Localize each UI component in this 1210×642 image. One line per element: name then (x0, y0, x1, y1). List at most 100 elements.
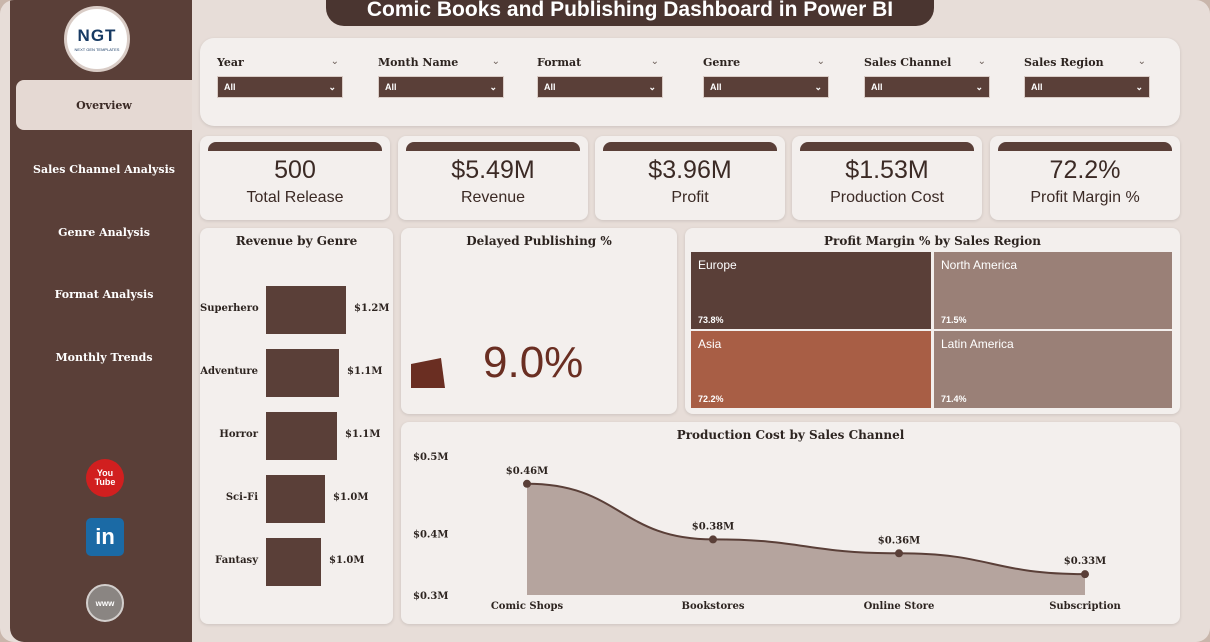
slicer-dropdown[interactable]: All ⌄ (378, 76, 504, 98)
slicer-value: All (544, 82, 556, 92)
slicer-dropdown[interactable]: All ⌄ (217, 76, 343, 98)
kpi-label: Profit (671, 189, 709, 206)
chevron-down-icon: ⌄ (975, 81, 983, 92)
page-title: Comic Books and Publishing Dashboard in … (366, 0, 894, 21)
delayed-gauge-icon (411, 358, 445, 388)
bar-row: Horror $1.1M (200, 412, 393, 460)
y-tick-label: $0.5M (413, 452, 448, 463)
treemap-tile-asia[interactable]: Asia 72.2% (691, 331, 931, 408)
chart-title: Production Cost by Sales Channel (676, 428, 905, 442)
bar[interactable] (266, 286, 346, 334)
nav-label: Format Analysis (54, 287, 154, 301)
bar-value-label: $1.1M (345, 429, 381, 440)
bar-category-label: Sci-Fi (225, 492, 258, 503)
slicer-format: Format ⌄ All ⌄ (537, 56, 663, 98)
chevron-down-icon[interactable]: ⌄ (330, 56, 339, 67)
kpi-value: $5.49M (451, 156, 535, 184)
data-point[interactable] (1081, 570, 1089, 579)
nav-label: Monthly Trends (55, 350, 153, 364)
kpi-label: Profit Margin % (1030, 189, 1140, 206)
bar[interactable] (266, 538, 321, 586)
chevron-down-icon[interactable]: ⌄ (650, 56, 659, 67)
data-point[interactable] (895, 549, 903, 558)
data-label: $0.33M (1064, 556, 1106, 567)
nav-label: Sales Channel Analysis (33, 162, 175, 176)
area-fill (527, 483, 1085, 595)
chevron-down-icon: ⌄ (1135, 81, 1143, 92)
bar-row: Sci-Fi $1.0M (200, 475, 393, 523)
nav-label: Genre Analysis (58, 225, 150, 239)
bar-category-label: Adventure (200, 366, 258, 377)
bar-value-label: $1.2M (354, 303, 390, 314)
production-cost-chart: Production Cost by Sales Channel $0.5M $0… (401, 422, 1180, 624)
profit-margin-treemap: Profit Margin % by Sales Region Europe 7… (685, 228, 1180, 414)
tile-value: 71.4% (941, 394, 967, 404)
youtube-icon[interactable]: You Tube (86, 459, 124, 497)
logo-text: NGT (77, 26, 117, 45)
kpi-revenue: $5.49M Revenue (398, 136, 588, 220)
kpi-value: 72.2% (1049, 156, 1121, 184)
y-tick-label: $0.4M (413, 530, 448, 541)
kpi-value: 500 (274, 156, 316, 184)
kpi-header-bar (998, 142, 1172, 151)
tile-name: Europe (698, 258, 737, 272)
chevron-down-icon[interactable]: ⌄ (1137, 56, 1146, 67)
tile-value: 72.2% (698, 394, 724, 404)
tile-name: Latin America (941, 337, 1014, 351)
slicer-dropdown[interactable]: All ⌄ (537, 76, 663, 98)
treemap-tile-latin-america[interactable]: Latin America 71.4% (934, 331, 1172, 408)
chevron-down-icon[interactable]: ⌄ (491, 56, 500, 67)
treemap-tile-north-america[interactable]: North America 71.5% (934, 252, 1172, 329)
data-point[interactable] (523, 479, 531, 488)
linkedin-label: in (95, 524, 115, 549)
slicer-dropdown[interactable]: All ⌄ (864, 76, 990, 98)
data-point[interactable] (709, 535, 717, 544)
chevron-down-icon: ⌄ (328, 81, 336, 92)
bar-row: Superhero $1.2M (200, 286, 393, 334)
bar-category-label: Fantasy (215, 555, 258, 566)
kpi-profit-margin: 72.2% Profit Margin % (990, 136, 1180, 220)
bar-row: Adventure $1.1M (200, 349, 393, 397)
slicer-dropdown[interactable]: All ⌄ (1024, 76, 1150, 98)
tile-name: North America (941, 258, 1018, 272)
nav-genre-analysis[interactable]: Genre Analysis (16, 207, 192, 257)
bar-value-label: $1.0M (333, 492, 369, 503)
nav-format-analysis[interactable]: Format Analysis (16, 269, 192, 319)
kpi-header-bar (603, 142, 777, 151)
main-content: Year ⌄ All ⌄ Month Name ⌄ All ⌄ Format ⌄ All ⌄… (192, 30, 1195, 642)
bar[interactable] (266, 412, 337, 460)
kpi-total-release: 500 Total Release (200, 136, 390, 220)
bar-value-label: $1.0M (329, 555, 365, 566)
tile-name: Asia (698, 337, 722, 351)
treemap-tile-europe[interactable]: Europe 73.8% (691, 252, 931, 329)
bar-category-label: Horror (219, 429, 258, 440)
chevron-down-icon[interactable]: ⌄ (977, 56, 986, 67)
bar[interactable] (266, 475, 325, 523)
chevron-down-icon: ⌄ (814, 81, 822, 92)
linkedin-icon[interactable]: in (86, 518, 124, 556)
chart-title: Delayed Publishing % (466, 234, 612, 248)
nav-overview[interactable]: Overview (16, 80, 192, 130)
slicer-dropdown[interactable]: All ⌄ (703, 76, 829, 98)
slicer-value: All (224, 82, 236, 92)
chart-title: Revenue by Genre (235, 234, 358, 248)
slicer-label: Format (537, 56, 582, 69)
area-chart-svg: $0.5M $0.4M $0.3M $0.46M Comic Shops $0.38M Bo… (413, 452, 1122, 612)
delayed-value: 9.0% (483, 338, 584, 387)
slicer-sales-region: Sales Region ⌄ All ⌄ (1024, 56, 1150, 98)
slicer-label: Year (217, 56, 244, 69)
gauge-segment (411, 358, 445, 388)
kpi-header-bar (208, 142, 382, 151)
x-tick-label: Subscription (1049, 601, 1121, 612)
chevron-down-icon[interactable]: ⌄ (816, 56, 825, 67)
bar[interactable] (266, 349, 339, 397)
slicer-month-name: Month Name ⌄ All ⌄ (378, 56, 504, 98)
nav-sales-channel-analysis[interactable]: Sales Channel Analysis (16, 144, 192, 194)
bar-value-label: $1.1M (347, 366, 383, 377)
title-bar: Comic Books and Publishing Dashboard in … (326, 0, 934, 26)
slicer-label: Sales Region (1024, 56, 1104, 69)
website-globe-icon[interactable]: www (86, 584, 124, 622)
kpi-header-bar (406, 142, 580, 151)
nav-monthly-trends[interactable]: Monthly Trends (16, 332, 192, 382)
